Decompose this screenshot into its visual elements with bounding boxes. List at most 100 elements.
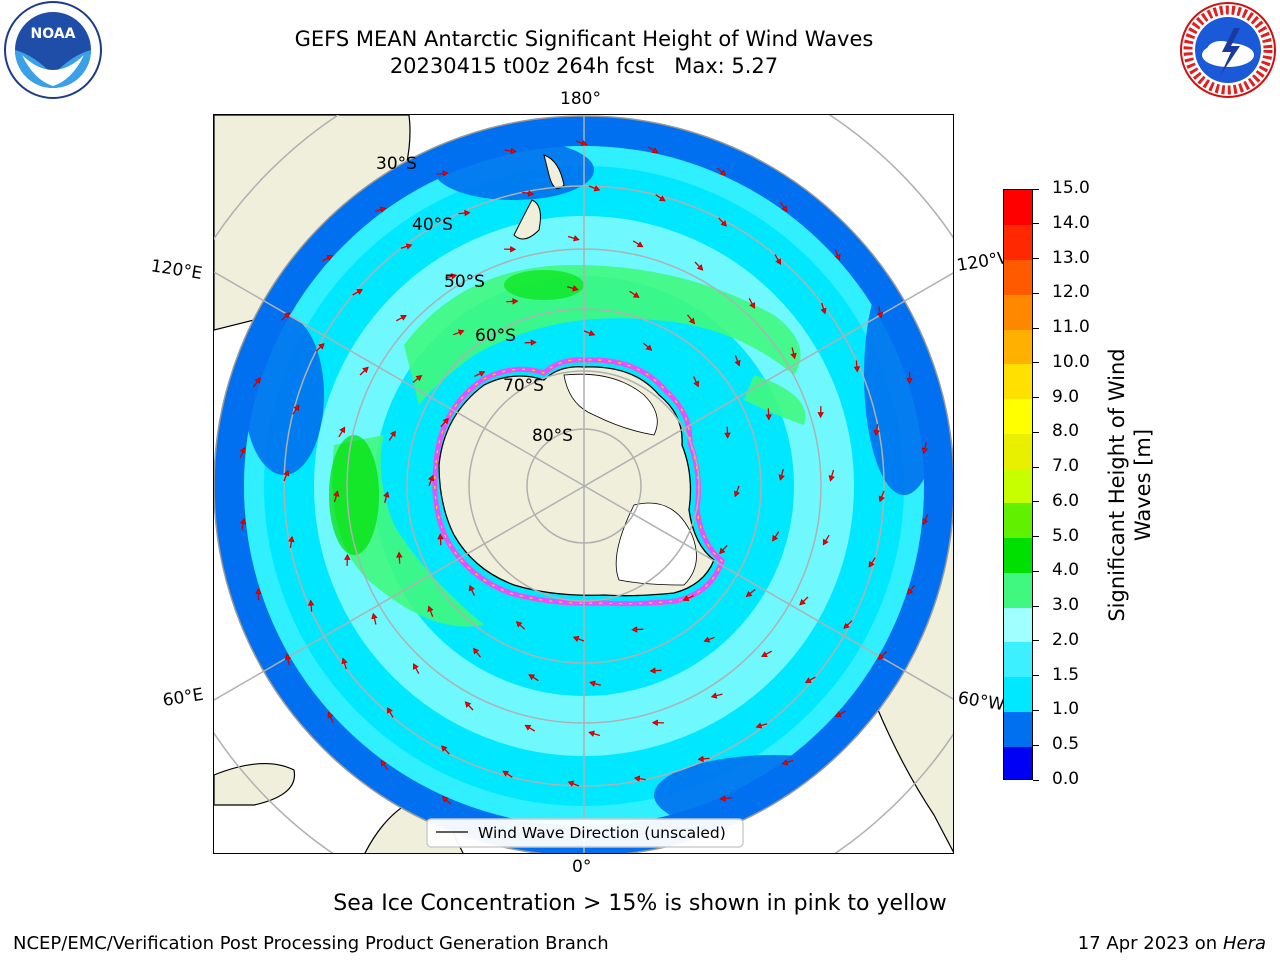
wind-arrow-head (877, 653, 885, 660)
wind-arrow-head (383, 491, 390, 498)
lon-label-180: 180° (560, 89, 601, 109)
wind-arrow-head (527, 190, 535, 197)
wind-arrow-head (834, 711, 842, 717)
wind-arrow-head (573, 235, 580, 242)
wind-arrow-head (472, 647, 480, 655)
wind-arrow-head (649, 667, 656, 674)
wind-arrow-head (288, 535, 295, 543)
wind-arrow-head (834, 253, 841, 261)
wind-arrow-head (828, 475, 835, 482)
wind-arrow-head (464, 209, 471, 217)
footer-producer: NCEP/EMC/Verification Post Processing Pr… (13, 933, 609, 954)
colorbar-segment (1004, 363, 1032, 400)
wind-arrow-head (427, 605, 434, 613)
wind-wave-arrows (239, 139, 929, 805)
colorbar-tick (1033, 223, 1039, 225)
wind-arrow-head (379, 206, 387, 213)
wind-arrow-head (755, 722, 763, 729)
wind-arrow-head (580, 139, 588, 147)
colorbar-tick-label: 7.0 (1052, 456, 1080, 477)
wind-arrow-head (502, 770, 510, 777)
wind-arrow-head (333, 490, 340, 497)
colorbar-tick-label: 2.0 (1052, 629, 1080, 650)
wind-arrow-head (510, 246, 517, 253)
wind-arrow-head (389, 430, 396, 438)
colorbar-tick (1033, 292, 1039, 294)
wind-arrow-head (820, 307, 827, 315)
green-band-east (744, 375, 806, 425)
wind-arrow-head (254, 377, 261, 384)
wind-arrow-head (733, 490, 740, 498)
colorbar-tick-label: 3.0 (1052, 595, 1080, 616)
wind-arrow-head (284, 653, 292, 660)
wind-arrow-head (327, 711, 334, 719)
colorbar-tick (1033, 362, 1039, 364)
polar-map: 30°S 40°S 50°S 60°S 70°S 80°S Wind Wave … (213, 114, 954, 854)
wind-arrow-head (843, 622, 850, 629)
wind-arrow-head (817, 412, 824, 419)
colorbar-tick (1033, 640, 1039, 642)
lon-label-120e: 120°E (149, 256, 204, 284)
wind-arrow-head (524, 724, 532, 731)
colorbar-segment (1004, 641, 1032, 678)
colorbar-tick (1033, 397, 1039, 399)
colorbar-tick (1033, 466, 1039, 468)
wind-arrow-head (512, 298, 519, 305)
wind-arrow-head (412, 663, 419, 670)
wind-arrow-head (822, 538, 829, 546)
colorbar (1003, 189, 1033, 780)
colorbar-segment (1004, 502, 1032, 539)
colorbar-segment (1004, 676, 1032, 712)
wind-arrow-head (239, 517, 247, 525)
colorbar-tick-label: 4.0 (1052, 560, 1080, 581)
svg-text:NOAA: NOAA (31, 26, 76, 42)
lon-label-0: 0° (572, 857, 592, 877)
wind-arrow-head (790, 352, 797, 360)
colorbar-tick (1033, 536, 1039, 538)
colorbar-segment (1004, 259, 1032, 295)
colorbar-tick-label: 11.0 (1052, 317, 1090, 338)
lat-label-50: 50°S (444, 272, 485, 292)
wind-arrow-head (344, 553, 351, 560)
wind-arrow-head (873, 429, 880, 437)
wind-arrow-head (450, 273, 458, 280)
colorbar-tick (1033, 779, 1039, 781)
wind-arrow-head (441, 796, 449, 803)
wind-arrow-head (255, 587, 262, 594)
colorbar-segment (1004, 537, 1032, 573)
lat-label-60: 60°S (475, 326, 516, 346)
colorbar-tick-label: 12.0 (1052, 282, 1090, 303)
wind-arrow-head (362, 366, 369, 374)
wind-arrow-head (339, 426, 346, 434)
wind-arrow-head (693, 380, 700, 388)
wind-arrow-head (719, 547, 726, 555)
colorbar-title: Significant Height of Wind Waves [m] (1105, 348, 1155, 622)
wind-arrow-head (572, 635, 580, 642)
colorbar-segment (1004, 329, 1032, 365)
wind-arrow-head (734, 359, 741, 367)
colorbar-tick (1033, 431, 1039, 433)
wind-arrow-head (442, 417, 449, 425)
colorbar-segment (1004, 433, 1032, 469)
land-new-zealand (513, 154, 565, 240)
wind-arrow-head (636, 241, 644, 248)
colorbar-segment (1004, 711, 1032, 747)
wind-arrow-head (415, 374, 423, 382)
wind-arrow-head (283, 469, 290, 477)
wind-arrow-head (396, 551, 403, 558)
wind-arrow-head (805, 677, 812, 684)
colorbar-tick (1033, 327, 1039, 329)
wind-arrow-head (356, 288, 363, 295)
colorbar-segment (1004, 294, 1032, 330)
wind-arrow-head (688, 317, 696, 325)
map-title: GEFS MEAN Antarctic Significant Height o… (294, 27, 874, 51)
colorbar-tick-label: 0.5 (1052, 734, 1080, 755)
footer-date: 17 Apr 2023 on Hera (1078, 933, 1266, 954)
wind-arrow-head (567, 780, 575, 787)
wind-arrow-head (400, 314, 407, 321)
wind-arrow-head (907, 588, 914, 595)
colorbar-tick (1033, 258, 1039, 260)
wind-arrow-head (593, 185, 601, 192)
lat-label-30: 30°S (376, 154, 417, 174)
colorbar-tick (1033, 570, 1039, 572)
